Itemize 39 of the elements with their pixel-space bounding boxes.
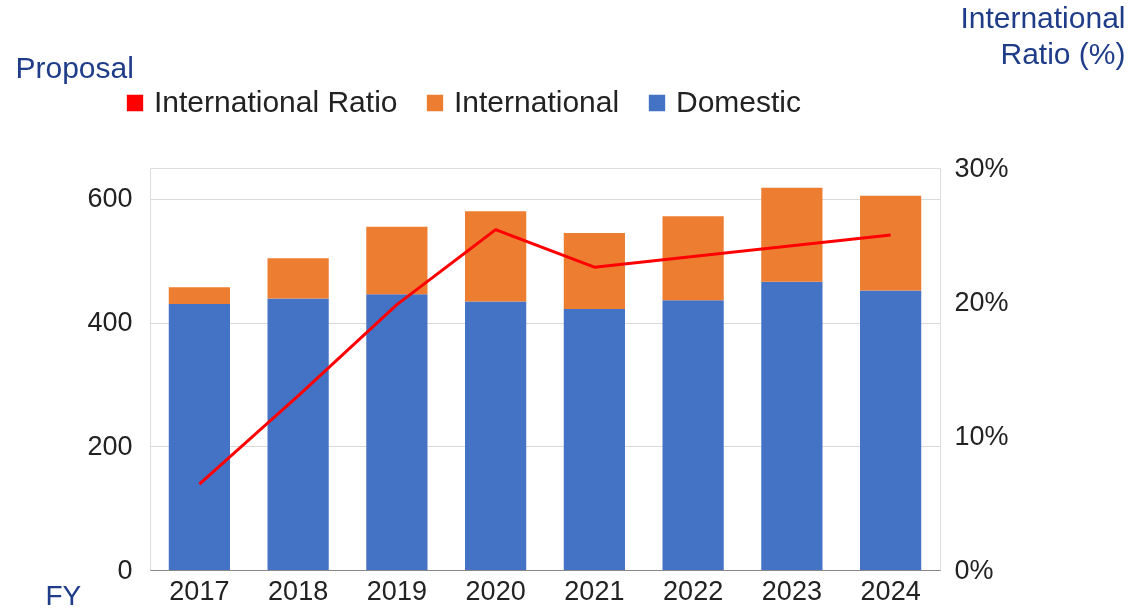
- y-axis-title: Proposal: [15, 50, 134, 84]
- y-tick-label: 200: [87, 430, 133, 461]
- x-tick-label: 2020: [465, 575, 526, 606]
- x-axis-title: FY: [45, 579, 82, 611]
- bar: [366, 294, 428, 570]
- y-tick-label: 400: [87, 307, 133, 338]
- bar: [860, 195, 922, 291]
- y2-axis-title: International Ratio (%): [960, 0, 1126, 70]
- x-tick-label: 2024: [860, 575, 921, 606]
- bar: [366, 226, 428, 295]
- y-tick-label: 600: [87, 183, 133, 214]
- legend-label: International Ratio: [154, 85, 398, 118]
- legend-label: Domestic: [676, 85, 802, 118]
- y2-tick-label: 30%: [954, 152, 1009, 183]
- bar: [168, 304, 230, 570]
- bar: [267, 298, 329, 570]
- bar: [563, 309, 625, 570]
- x-tick-label: 2018: [268, 575, 329, 606]
- x-tick-label: 2019: [366, 575, 427, 606]
- bar: [267, 258, 329, 299]
- y2-tick-label: 20%: [954, 286, 1009, 317]
- x-tick-label: 2021: [564, 575, 625, 606]
- bar: [860, 290, 922, 570]
- line-series: [197, 228, 893, 486]
- bar: [168, 287, 230, 305]
- x-tick-label: 2017: [169, 575, 230, 606]
- bar: [465, 211, 527, 302]
- y2-tick-label: 10%: [954, 420, 1009, 451]
- bar: [761, 281, 823, 570]
- bar: [761, 187, 823, 282]
- x-tick-label: 2022: [663, 575, 724, 606]
- legend-label: International: [454, 85, 620, 118]
- x-tick-label: 2023: [761, 575, 822, 606]
- bar: [563, 232, 625, 310]
- y-tick-label: 0: [117, 554, 133, 585]
- bar: [662, 216, 724, 301]
- bar: [465, 301, 527, 570]
- bar: [662, 300, 724, 570]
- y2-tick-label: 0%: [954, 554, 994, 585]
